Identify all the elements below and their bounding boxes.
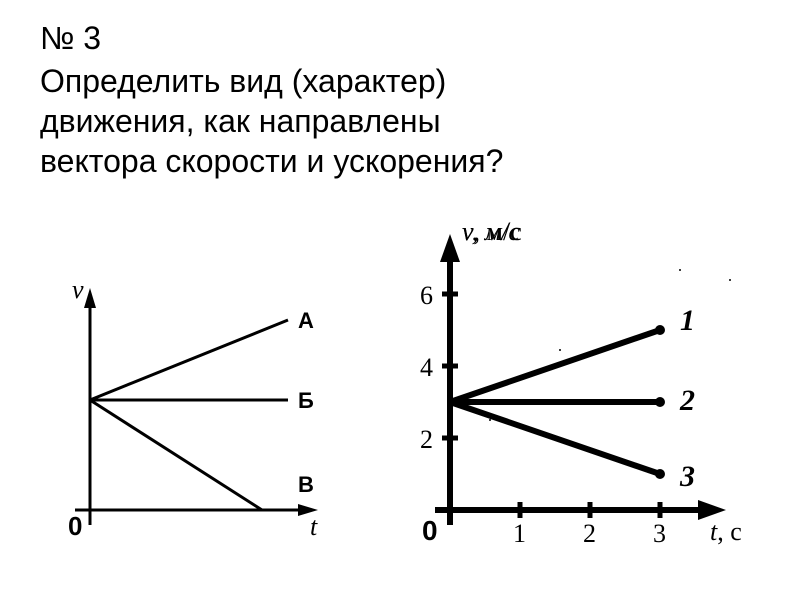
right-origin-label: 0: [422, 515, 438, 546]
left-chart: v t 0 А Б В: [40, 260, 350, 560]
problem-text: Определить вид (характер) движения, как …: [40, 61, 600, 181]
right-label-2: 2: [679, 384, 695, 417]
left-x-label: t: [310, 512, 318, 541]
left-label-В: В: [298, 472, 314, 497]
left-line-A: [90, 320, 288, 400]
right-xtick-2: 2: [583, 519, 596, 548]
left-origin-label: 0: [68, 511, 82, 541]
right-ytick-2: 2: [420, 425, 433, 454]
problem-number: № 3: [40, 20, 600, 57]
right-y-label-txt: v, м/с: [462, 217, 522, 246]
right-line-1: [450, 330, 660, 402]
right-xtick-3: 3: [653, 519, 666, 548]
problem-line-2: движения, как направлены: [40, 103, 441, 139]
right-ytick-6: 6: [420, 281, 433, 310]
left-line-V: [90, 400, 262, 510]
right-line-3: [450, 402, 660, 474]
problem-line-1: Определить вид (характер): [40, 63, 446, 99]
right-ytick-4: 4: [420, 353, 433, 382]
right-xtick-1: 1: [513, 519, 526, 548]
left-label-A: А: [298, 308, 314, 333]
problem-title: № 3 Определить вид (характер) движения, …: [40, 20, 600, 181]
right-chart: v, м/с v, м/с t, с 0 2 4 6 1 2 3 1: [380, 210, 770, 560]
right-label-3: 3: [679, 460, 695, 493]
left-y-label: v: [72, 275, 84, 304]
right-x-label: t, с: [710, 517, 742, 546]
right-label-1: 1: [680, 304, 695, 337]
problem-line-3: вектора скорости и ускорения?: [40, 143, 503, 179]
charts-area: v t 0 А Б В v, м/с v, м/с t, с: [40, 230, 760, 580]
left-label-Б: Б: [298, 388, 314, 413]
